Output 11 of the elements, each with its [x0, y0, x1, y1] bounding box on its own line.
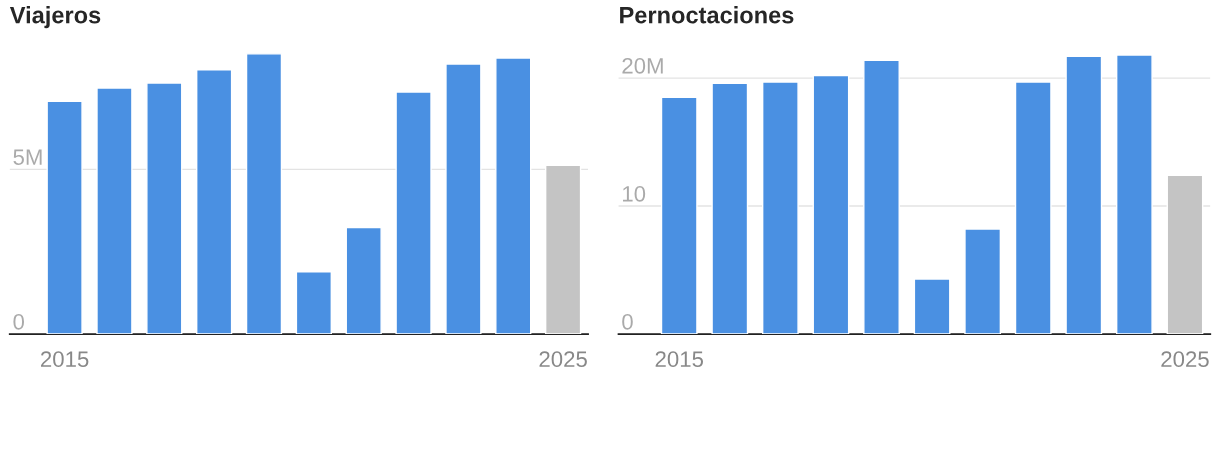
x-tick-label: 2025 — [539, 351, 587, 368]
chart-title: Pernoctaciones — [620, 6, 794, 24]
y-tick-label: 0 — [13, 313, 25, 330]
y-tick-label: 5M — [13, 149, 42, 165]
y-tick-label: 20M — [622, 57, 663, 74]
x-tick-label: 2015 — [655, 351, 704, 368]
y-tick-label: 10 — [623, 185, 646, 202]
x-tick-label: 2015 — [41, 351, 89, 368]
y-tick-label: 0 — [622, 313, 633, 330]
x-tick-label: 2025 — [1161, 351, 1209, 368]
chart-title: Viajeros — [9, 6, 101, 29]
